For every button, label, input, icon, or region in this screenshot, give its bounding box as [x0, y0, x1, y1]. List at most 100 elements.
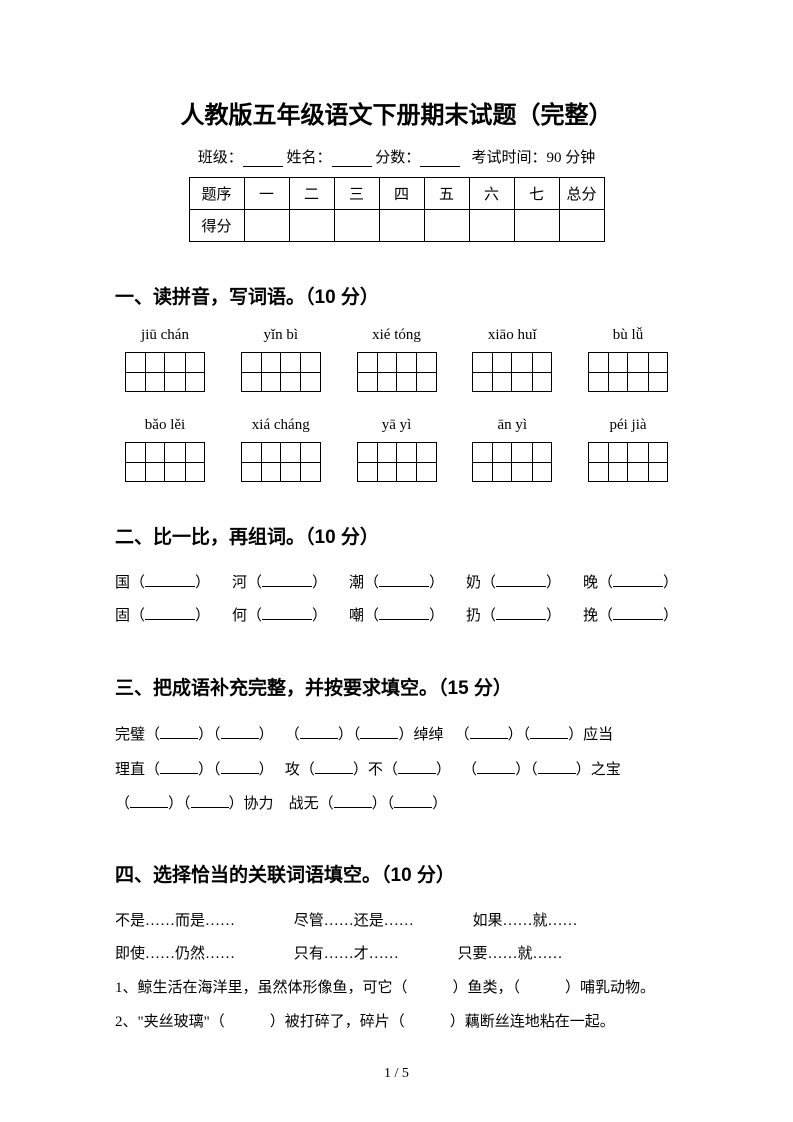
td-score-label: 得分 [189, 210, 244, 242]
pinyin-label: bù lǚ [613, 327, 643, 344]
pinyin-item: bù lǚ [588, 327, 668, 392]
conj-item: 只要……就…… [458, 938, 563, 971]
td-blank[interactable] [469, 210, 514, 242]
section2-heading: 二、比一比，再组词。（10 分） [115, 522, 678, 549]
blank[interactable] [145, 572, 195, 587]
td-blank[interactable] [289, 210, 334, 242]
th-5: 五 [424, 178, 469, 210]
pinyin-item: jiū chán [125, 327, 205, 392]
name-blank[interactable] [332, 149, 372, 167]
sec2-row-2: 固（） 何（） 嘲（） 扔（） 挽（） [115, 600, 678, 633]
sec2-item: 嘲（） [349, 600, 444, 633]
pinyin-item: xiá cháng [241, 417, 321, 482]
blank[interactable] [145, 605, 195, 620]
table-row: 得分 [189, 210, 604, 242]
pinyin-item: yā yì [357, 417, 437, 482]
sec2-item: 何（） [232, 600, 327, 633]
score-label: 分数： [375, 150, 420, 166]
pinyin-item: xié tóng [357, 327, 437, 392]
blank[interactable] [160, 759, 198, 774]
char-box[interactable] [241, 442, 321, 482]
td-blank[interactable] [424, 210, 469, 242]
table-row: 题序 一 二 三 四 五 六 七 总分 [189, 178, 604, 210]
pinyin-row-1: jiū chán yǐn bì xié tóng xiāo huǐ bù lǚ [115, 327, 678, 392]
blank[interactable] [262, 605, 312, 620]
sec2-item: 固（） [115, 600, 210, 633]
conj-item: 尽管……还是…… [294, 905, 414, 938]
section3-heading: 三、把成语补充完整，并按要求填空。（15 分） [115, 673, 678, 700]
sec2-item: 扔（） [466, 600, 561, 633]
th-7: 七 [514, 178, 559, 210]
sec3-line-1: 完璧（）（） （）（）绰绰 （）（）应当 [115, 718, 678, 753]
blank[interactable] [496, 572, 546, 587]
td-blank[interactable] [244, 210, 289, 242]
char-box[interactable] [472, 352, 552, 392]
td-blank[interactable] [334, 210, 379, 242]
score-table: 题序 一 二 三 四 五 六 七 总分 得分 [189, 177, 605, 242]
th-2: 二 [289, 178, 334, 210]
blank[interactable] [130, 793, 168, 808]
class-blank[interactable] [243, 149, 283, 167]
sec2-item: 潮（） [349, 567, 444, 600]
blank[interactable] [221, 724, 259, 739]
td-blank[interactable] [514, 210, 559, 242]
blank[interactable] [613, 572, 663, 587]
blank[interactable] [477, 759, 515, 774]
pinyin-label: jiū chán [141, 327, 189, 344]
char-box[interactable] [125, 352, 205, 392]
blank[interactable] [538, 759, 576, 774]
td-blank[interactable] [379, 210, 424, 242]
sec4-q2: 2、"夹丝玻璃"（ ）被打碎了，碎片（ ）藕断丝连地粘在一起。 [115, 1005, 678, 1040]
section4-heading: 四、选择恰当的关联词语填空。（10 分） [115, 860, 678, 887]
blank[interactable] [398, 759, 436, 774]
pinyin-label: ān yì [497, 417, 527, 434]
blank[interactable] [262, 572, 312, 587]
char-box[interactable] [125, 442, 205, 482]
conj-item: 只有……才…… [294, 938, 399, 971]
sec4-conjunctions: 不是……而是…… 尽管……还是…… 如果……就…… 即使……仍然…… 只有……才… [115, 905, 678, 971]
char-box[interactable] [357, 442, 437, 482]
th-6: 六 [469, 178, 514, 210]
blank[interactable] [379, 605, 429, 620]
char-box[interactable] [357, 352, 437, 392]
char-box[interactable] [472, 442, 552, 482]
sec2-item: 国（） [115, 567, 210, 600]
pinyin-label: yā yì [382, 417, 412, 434]
pinyin-item: ān yì [472, 417, 552, 482]
blank[interactable] [360, 724, 398, 739]
blank[interactable] [530, 724, 568, 739]
class-label: 班级： [198, 150, 243, 166]
blank[interactable] [221, 759, 259, 774]
blank[interactable] [300, 724, 338, 739]
th-total: 总分 [559, 178, 604, 210]
td-blank[interactable] [559, 210, 604, 242]
sec2-item: 晚（） [583, 567, 678, 600]
pinyin-label: yǐn bì [263, 327, 298, 344]
sec3-line-3: （）（）协力 战无（）（） [115, 787, 678, 822]
blank[interactable] [496, 605, 546, 620]
blank[interactable] [613, 605, 663, 620]
blank[interactable] [379, 572, 429, 587]
pinyin-item: péi jià [588, 417, 668, 482]
blank[interactable] [160, 724, 198, 739]
th-1: 一 [244, 178, 289, 210]
blank[interactable] [394, 793, 432, 808]
pinyin-item: yǐn bì [241, 327, 321, 392]
score-blank[interactable] [420, 149, 460, 167]
char-box[interactable] [588, 442, 668, 482]
blank[interactable] [191, 793, 229, 808]
pinyin-label: xiāo huǐ [488, 327, 537, 344]
meta-line: 班级： 姓名： 分数： 考试时间：90 分钟 [115, 146, 678, 167]
char-box[interactable] [241, 352, 321, 392]
pinyin-item: xiāo huǐ [472, 327, 552, 392]
blank[interactable] [334, 793, 372, 808]
blank[interactable] [470, 724, 508, 739]
name-label: 姓名： [286, 150, 331, 166]
char-box[interactable] [588, 352, 668, 392]
sec2-item: 挽（） [583, 600, 678, 633]
conj-item: 不是……而是…… [115, 905, 235, 938]
blank[interactable] [315, 759, 353, 774]
pinyin-item: bǎo lěi [125, 417, 205, 482]
page-title: 人教版五年级语文下册期末试题（完整） [115, 95, 678, 130]
section1-heading: 一、读拼音，写词语。（10 分） [115, 282, 678, 309]
